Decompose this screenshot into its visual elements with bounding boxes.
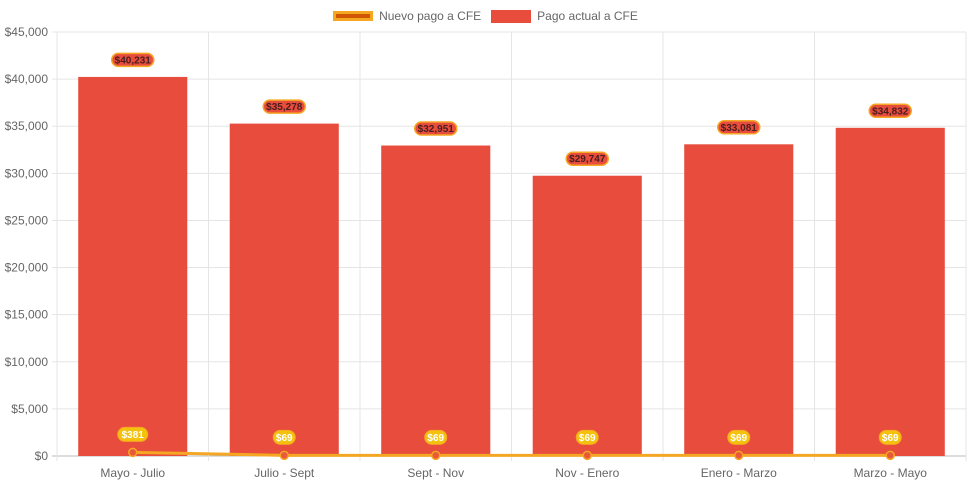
y-tick-label: $25,000 (5, 213, 49, 227)
line-data-label-badge (878, 429, 902, 445)
bar-data-label-badge (868, 103, 912, 119)
y-tick-label: $15,000 (5, 308, 49, 322)
bar[interactable] (684, 144, 794, 456)
line-data-label: $69 (427, 433, 444, 444)
legend: Nuevo pago a CFE Pago actual a CFE (0, 6, 971, 26)
legend-label-nuevo-pago: Nuevo pago a CFE (379, 9, 482, 23)
bar-data-label: $32,951 (418, 124, 455, 135)
bar-data-label: $29,747 (569, 154, 606, 165)
bar-data-label: $35,278 (266, 102, 303, 113)
y-tick-label: $35,000 (5, 119, 49, 133)
bar-data-label-badge (262, 99, 306, 114)
y-tick-label: $40,000 (5, 72, 49, 86)
bar-data-label-badge (111, 52, 155, 68)
line-data-label: $69 (882, 433, 899, 444)
line-point[interactable] (279, 450, 289, 461)
x-tick-label: Sept - Nov (407, 466, 464, 480)
line-series-nuevo-pago (132, 450, 891, 457)
legend-item-nuevo-pago[interactable]: Nuevo pago a CFE (333, 9, 481, 23)
bar[interactable] (381, 145, 491, 456)
line-data-label: $69 (276, 433, 293, 444)
line-data-label: $69 (730, 433, 747, 444)
line-data-label: $381 (122, 430, 145, 441)
line-data-label-badge (117, 426, 149, 442)
legend-swatch-bar (491, 9, 532, 23)
x-tick-label: Nov - Enero (555, 466, 619, 480)
bar-data-label: $40,231 (115, 55, 152, 66)
x-tick-label: Marzo - Mayo (854, 466, 928, 480)
bar[interactable] (835, 127, 945, 457)
y-tick-label: $30,000 (5, 166, 49, 180)
x-tick-label: Enero - Marzo (701, 466, 777, 480)
bar-data-label-badge (414, 121, 458, 136)
bar-data-label: $34,832 (872, 106, 909, 117)
line-point[interactable] (128, 447, 138, 458)
line-point[interactable] (582, 450, 592, 461)
line-data-label-badge (272, 429, 296, 445)
bar-data-label-badge (717, 120, 761, 135)
bar-data-label-badge (565, 151, 609, 166)
line-point[interactable] (431, 450, 441, 461)
line-data-label-badge (424, 429, 448, 445)
line-point[interactable] (885, 450, 895, 461)
y-tick-label: $45,000 (5, 25, 49, 39)
line-data-label-badge (727, 429, 751, 445)
line-data-label: $69 (579, 433, 596, 444)
y-tick-label: $0 (35, 449, 49, 463)
bar[interactable] (532, 175, 642, 456)
bar-data-label: $33,081 (721, 123, 758, 134)
y-tick-label: $20,000 (5, 261, 49, 275)
x-tick-label: Julio - Sept (254, 466, 315, 480)
legend-label-pago-actual: Pago actual a CFE (537, 9, 638, 23)
legend-item-pago-actual[interactable]: Pago actual a CFE (491, 9, 638, 23)
line-data-label-badge (575, 429, 599, 445)
line-point[interactable] (734, 450, 744, 461)
y-tick-label: $10,000 (5, 355, 49, 369)
y-tick-label: $5,000 (11, 402, 48, 416)
x-tick-label: Mayo - Julio (100, 466, 165, 480)
legend-swatch-line (333, 11, 374, 21)
bar[interactable] (78, 76, 188, 457)
bar[interactable] (229, 123, 339, 456)
